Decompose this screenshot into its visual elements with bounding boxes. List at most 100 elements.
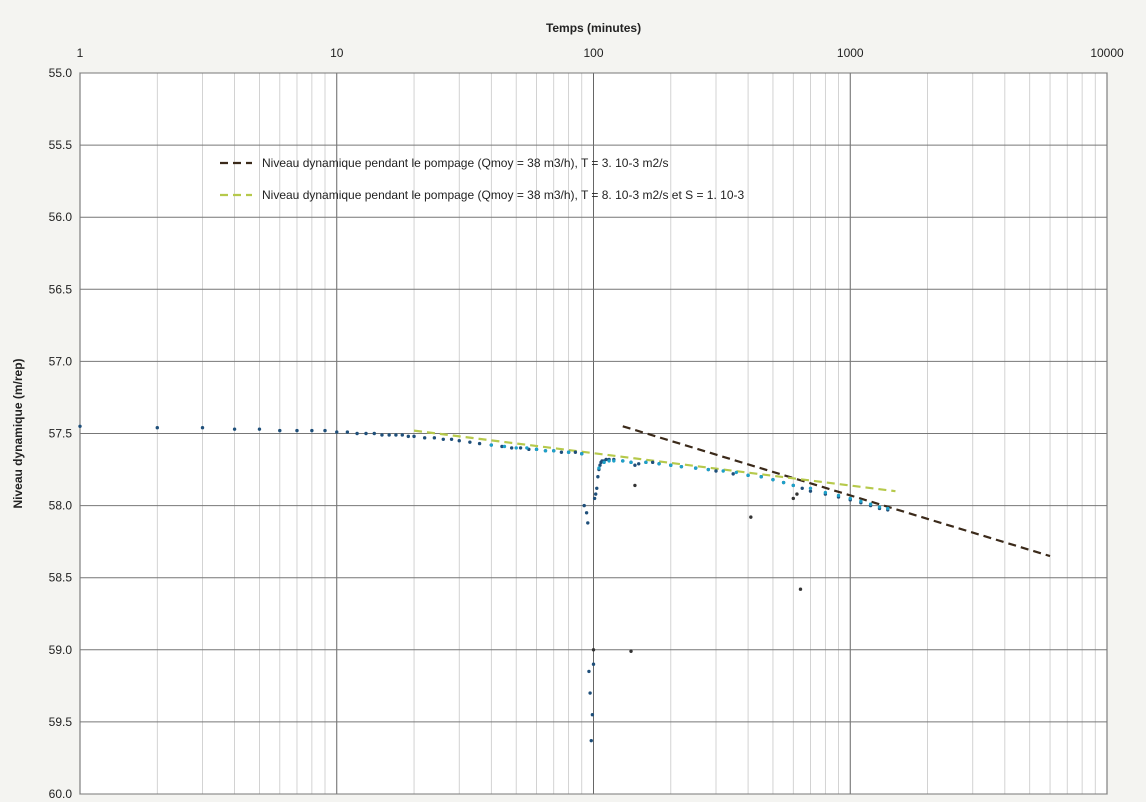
data-point	[629, 649, 633, 653]
data-point	[650, 460, 655, 465]
legend: Niveau dynamique pendant le pompage (Qmo…	[220, 156, 744, 202]
data-point	[590, 712, 595, 717]
data-point	[877, 505, 882, 509]
y-tick-label: 60.0	[49, 787, 73, 801]
data-point	[380, 433, 384, 437]
data-point	[637, 462, 641, 466]
data-point	[657, 462, 661, 466]
data-point	[621, 459, 625, 463]
x-tick-label: 1000	[837, 46, 864, 60]
data-point	[502, 444, 507, 449]
data-point	[323, 428, 327, 433]
x-tick-label: 10	[330, 46, 344, 60]
tick-labels: 1 10 100 1000 10000 55.0 55.5 56.0 56.5 57.0 57.5 5…	[49, 46, 1124, 801]
data-point	[500, 444, 504, 449]
fit-line	[413, 429, 896, 493]
x-tick-label: 100	[583, 46, 603, 60]
data-point	[597, 466, 601, 470]
data-point	[295, 428, 299, 433]
data-point	[781, 480, 786, 485]
data-point	[400, 433, 404, 437]
data-point	[200, 426, 205, 430]
data-point	[232, 427, 237, 431]
data-point	[589, 738, 593, 743]
data-point	[644, 460, 648, 465]
data-point	[693, 466, 698, 470]
data-point	[734, 470, 739, 475]
data-point	[278, 428, 282, 433]
data-point	[559, 450, 564, 454]
data-point	[335, 430, 339, 434]
data-point	[387, 433, 391, 437]
y-tick-label: 58.5	[49, 571, 73, 585]
data-point	[364, 431, 368, 436]
data-point	[457, 439, 461, 443]
data-point	[310, 428, 314, 433]
data-point	[607, 459, 611, 463]
y-tick-label: 56.5	[49, 282, 73, 296]
data-point	[586, 521, 590, 525]
data-point	[592, 496, 597, 501]
data-point	[714, 469, 718, 473]
data-point	[612, 459, 616, 463]
data-point	[771, 477, 775, 482]
data-point	[859, 499, 863, 503]
y-tick-label: 55.0	[49, 66, 73, 80]
data-point	[584, 511, 589, 515]
data-point	[477, 441, 482, 446]
data-point	[602, 460, 606, 465]
series-layer	[78, 424, 1051, 743]
data-point	[679, 464, 684, 469]
y-tick-label: 55.5	[49, 138, 73, 152]
data-point	[836, 493, 841, 498]
data-point	[406, 434, 411, 439]
data-point	[525, 446, 529, 450]
data-point	[588, 691, 592, 695]
data-point	[573, 450, 578, 454]
data-point	[798, 587, 803, 591]
data-point	[848, 496, 852, 501]
data-point	[595, 486, 599, 490]
data-point	[731, 472, 735, 476]
data-point	[808, 486, 813, 490]
data-point	[372, 431, 376, 436]
y-tick-label: 56.0	[49, 210, 73, 224]
data-point	[422, 436, 427, 440]
data-point	[587, 669, 591, 674]
y-tick-label: 58.0	[49, 499, 73, 513]
data-point	[441, 437, 445, 441]
y-tick-label: 59.0	[49, 643, 73, 657]
data-point	[594, 492, 598, 496]
data-point	[509, 446, 514, 450]
y-axis-title: Niveau dynamique (m/rep)	[11, 358, 25, 508]
data-point	[721, 469, 725, 473]
data-point	[449, 437, 454, 441]
fit-line	[622, 425, 1051, 558]
data-point	[808, 489, 813, 493]
data-point	[582, 503, 586, 508]
data-point	[791, 496, 795, 501]
data-point	[596, 475, 600, 479]
x-tick-label: 10000	[1090, 46, 1124, 60]
data-point	[155, 426, 159, 430]
data-point	[868, 502, 873, 506]
data-point	[886, 506, 890, 511]
data-point	[598, 463, 602, 467]
y-tick-label: 57.0	[49, 354, 73, 368]
legend-label: Niveau dynamique pendant le pompage (Qmo…	[262, 188, 744, 202]
x-tick-label: 1	[77, 46, 84, 60]
legend-label: Niveau dynamique pendant le pompage (Qmo…	[262, 156, 668, 170]
data-point	[518, 446, 523, 450]
data-point	[355, 431, 359, 436]
data-point	[669, 463, 673, 467]
data-point	[629, 460, 633, 465]
data-point	[514, 446, 518, 450]
data-point	[78, 424, 82, 428]
data-point	[633, 483, 637, 488]
y-tick-label: 57.5	[49, 427, 73, 441]
data-point	[746, 473, 750, 478]
data-point	[534, 447, 539, 452]
grid	[79, 72, 1108, 795]
data-point	[591, 648, 596, 652]
